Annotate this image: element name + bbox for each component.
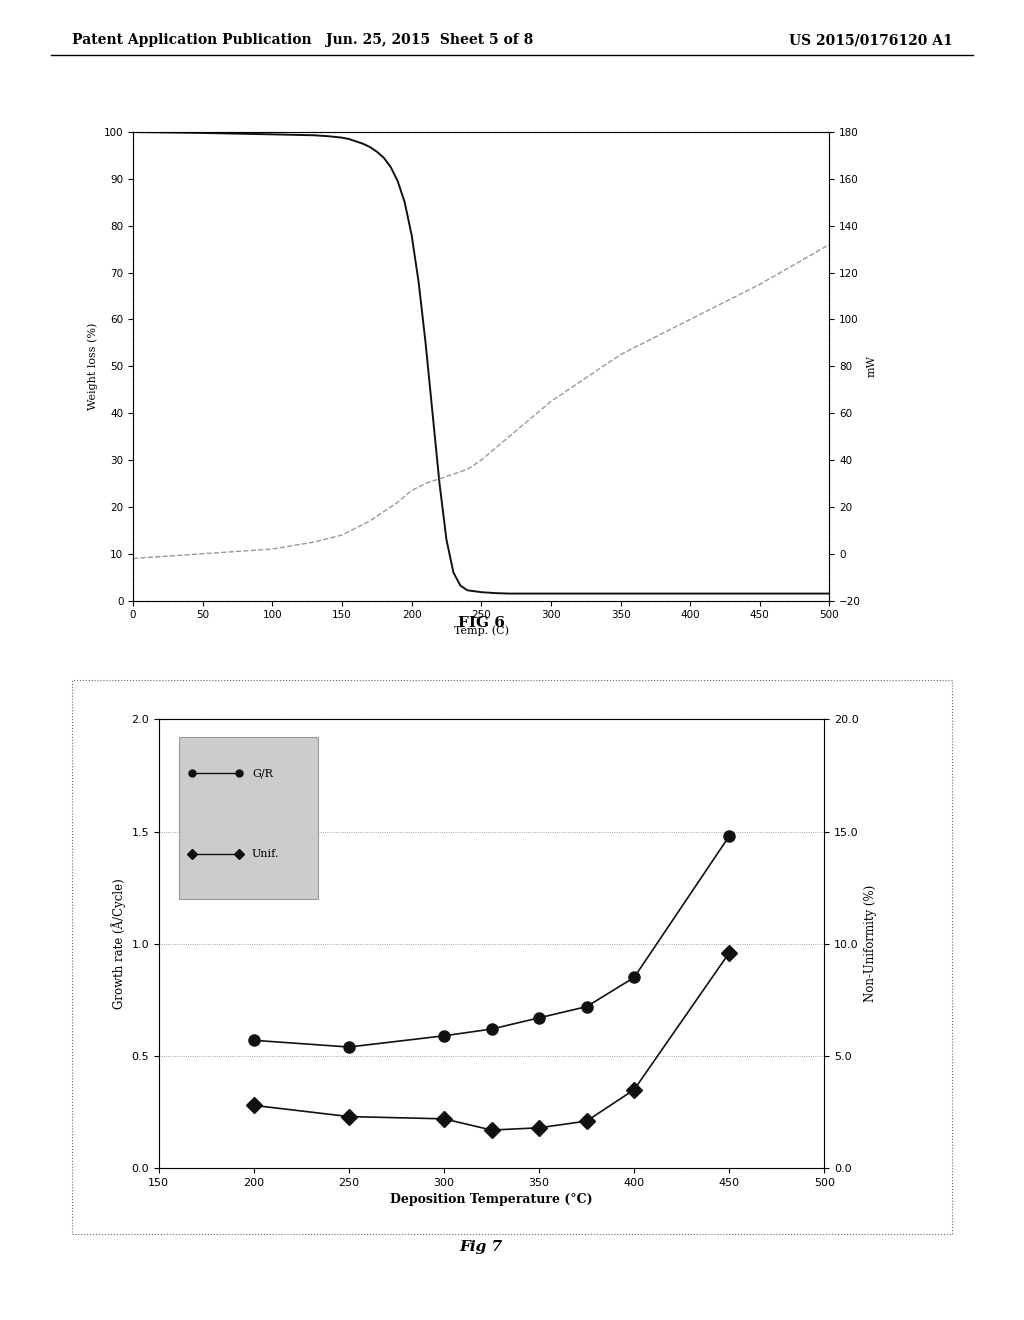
X-axis label: Temp. (C): Temp. (C) [454,626,509,636]
Text: US 2015/0176120 A1: US 2015/0176120 A1 [788,33,952,48]
Y-axis label: mW: mW [866,355,877,378]
FancyBboxPatch shape [178,738,318,899]
X-axis label: Deposition Temperature (°C): Deposition Temperature (°C) [390,1193,593,1206]
Text: Fig 7: Fig 7 [460,1241,503,1254]
Text: Unif.: Unif. [252,849,280,859]
Text: Patent Application Publication: Patent Application Publication [72,33,311,48]
Text: FIG 6: FIG 6 [458,616,505,630]
Text: Jun. 25, 2015  Sheet 5 of 8: Jun. 25, 2015 Sheet 5 of 8 [327,33,534,48]
Text: G/R: G/R [252,768,272,779]
Y-axis label: Growth rate (Å/Cycle): Growth rate (Å/Cycle) [111,878,126,1010]
Y-axis label: Non-Uniformity (%): Non-Uniformity (%) [864,886,878,1002]
Y-axis label: Weight loss (%): Weight loss (%) [88,322,98,411]
